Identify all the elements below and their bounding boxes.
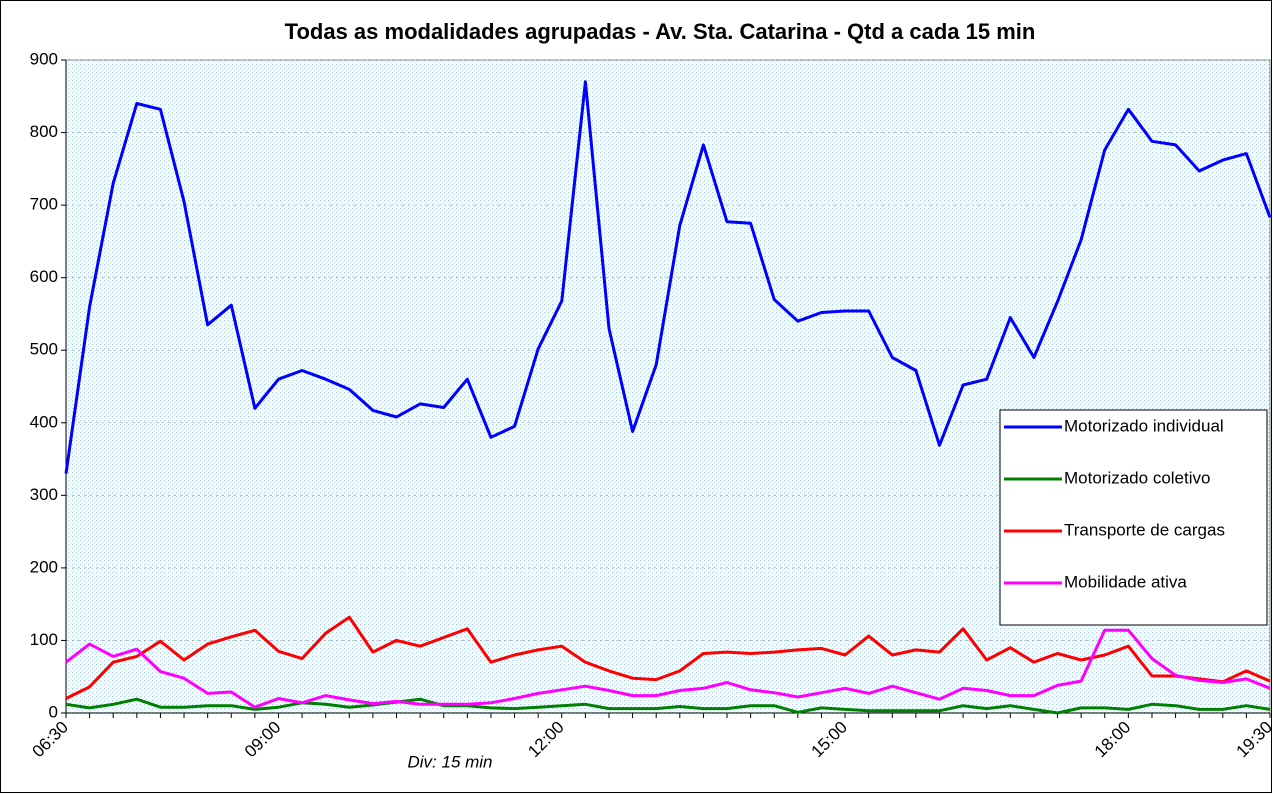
y-tick-label: 0 bbox=[49, 702, 58, 721]
line-series bbox=[65, 697, 1271, 715]
y-tick-label: 600 bbox=[30, 267, 58, 286]
legend-box bbox=[999, 409, 1268, 626]
y-tick-label: 500 bbox=[30, 340, 58, 359]
y-tick-label: 100 bbox=[30, 630, 58, 649]
legend-label: Motorizado individual bbox=[1064, 416, 1224, 435]
line-series bbox=[65, 628, 1271, 709]
y-tick-label: 300 bbox=[30, 485, 58, 504]
legend-label: Mobilidade ativa bbox=[1064, 572, 1187, 591]
x-axis-label: Div: 15 min bbox=[407, 752, 492, 771]
y-tick-label: 900 bbox=[30, 49, 58, 68]
legend-label: Transporte de cargas bbox=[1064, 520, 1225, 539]
y-tick-label: 800 bbox=[30, 122, 58, 141]
y-tick-label: 400 bbox=[30, 412, 58, 431]
y-tick-label: 700 bbox=[30, 195, 58, 214]
y-tick-label: 200 bbox=[30, 557, 58, 576]
line-series bbox=[64, 80, 1272, 474]
line-series bbox=[65, 615, 1271, 700]
chart-title: Todas as modalidades agrupadas - Av. Sta… bbox=[285, 19, 1036, 44]
legend-label: Motorizado coletivo bbox=[1064, 468, 1210, 487]
